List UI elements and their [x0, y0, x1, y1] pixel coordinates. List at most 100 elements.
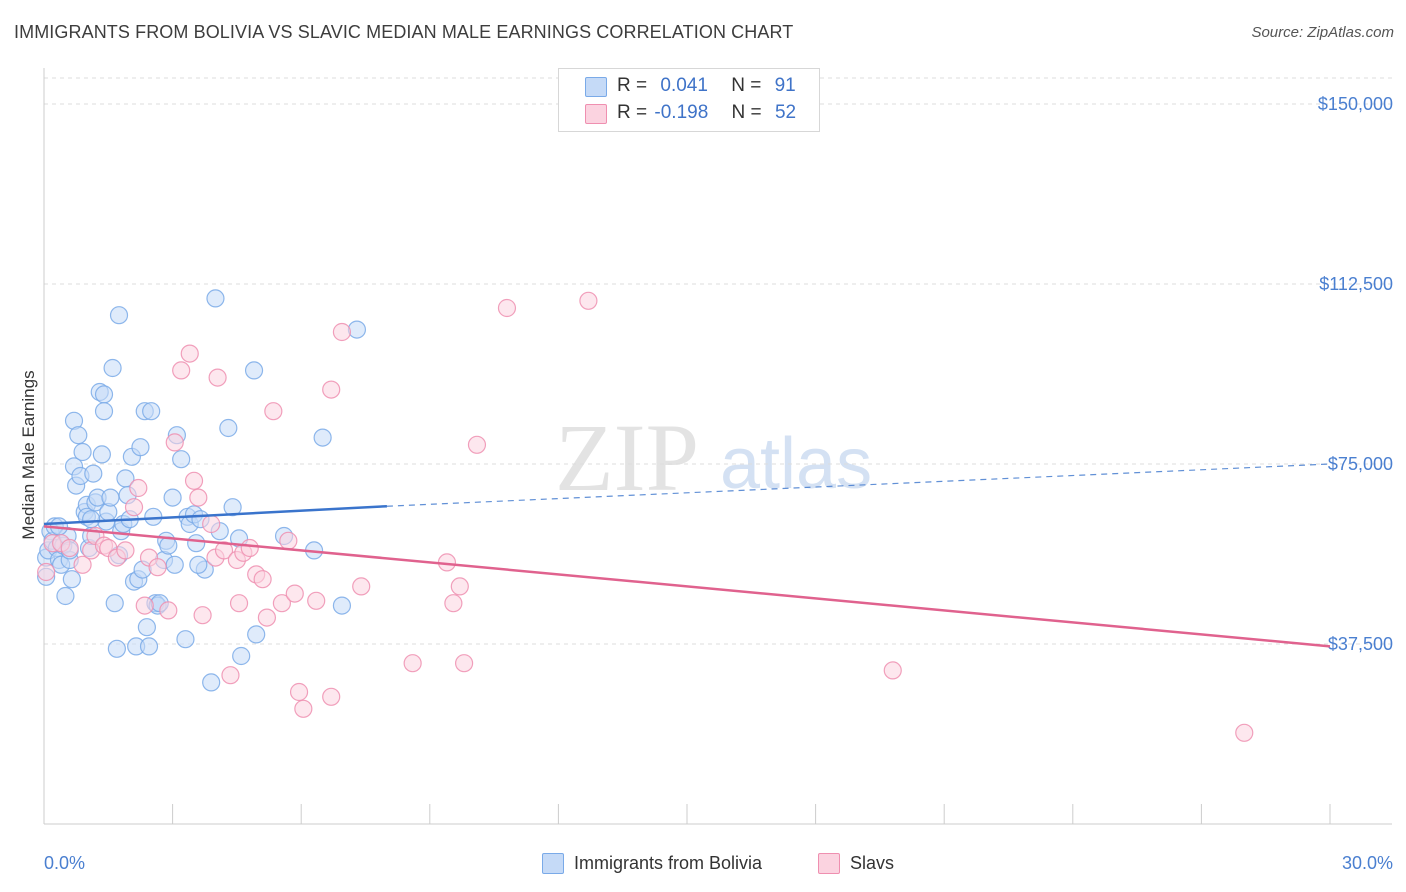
data-point-slavs [253, 570, 272, 589]
data-point-slavs [208, 368, 227, 387]
data-point-slavs [403, 654, 422, 673]
y-tick-label: $75,000 [1328, 454, 1393, 474]
data-point-bolivia [137, 618, 156, 637]
data-point-bolivia [142, 402, 161, 421]
data-point-bolivia [94, 402, 114, 421]
data-points [37, 289, 1254, 742]
bottom-legend-swatch-bolivia [542, 853, 564, 874]
data-point-slavs [322, 380, 341, 399]
data-point-slavs [165, 433, 184, 452]
data-point-slavs [129, 478, 148, 498]
data-point-slavs [184, 471, 204, 490]
trend-line-bolivia-extension [386, 463, 1331, 507]
data-point-slavs [579, 291, 598, 310]
y-tick-label: $150,000 [1318, 94, 1393, 114]
bottom-legend-label-bolivia: Immigrants from Bolivia [574, 853, 763, 873]
data-point-bolivia [94, 385, 114, 404]
data-point-bolivia [189, 555, 208, 574]
data-point-slavs [214, 541, 234, 560]
data-point-slavs [1235, 723, 1254, 742]
trend-line-bolivia [43, 504, 387, 526]
data-point-slavs [116, 541, 135, 560]
data-point-bolivia [332, 596, 352, 615]
data-point-slavs [332, 322, 352, 342]
data-point-bolivia [347, 320, 367, 339]
data-point-bolivia [105, 594, 124, 613]
data-point-bolivia [202, 673, 221, 692]
y-tick-label: $37,500 [1328, 634, 1393, 654]
data-point-bolivia [92, 445, 111, 464]
data-point-bolivia [69, 426, 88, 445]
data-point-slavs [289, 682, 309, 702]
chart-title: IMMIGRANTS FROM BOLIVIA VS SLAVIC MEDIAN… [14, 22, 794, 42]
data-point-slavs [272, 594, 292, 613]
y-axis-title: Median Male Earnings [19, 370, 38, 539]
data-point-slavs [883, 661, 902, 680]
legend-n-label: N = [731, 75, 762, 96]
legend-n-value-slavs: 52 [774, 102, 797, 123]
data-point-bolivia [82, 510, 101, 529]
data-point-slavs [189, 488, 208, 507]
data-point-bolivia [73, 442, 92, 462]
legend-swatch-slavs [585, 104, 607, 124]
x-tick-label: 30.0% [1342, 853, 1393, 873]
legend-n-value-bolivia: 91 [774, 75, 796, 96]
data-point-slavs [467, 435, 487, 454]
data-point-bolivia [62, 570, 81, 589]
data-point-slavs [172, 361, 191, 380]
data-point-slavs [193, 606, 212, 625]
data-point-slavs [264, 402, 283, 421]
data-point-slavs [221, 666, 240, 685]
trend-lines [43, 463, 1331, 648]
watermark-zip: ZIP [555, 404, 699, 511]
data-point-slavs [229, 594, 249, 613]
data-point-slavs [124, 498, 144, 517]
data-point-slavs [37, 562, 56, 582]
data-point-slavs [202, 514, 221, 534]
data-point-bolivia [244, 361, 264, 380]
legend-swatch-bolivia [585, 77, 607, 97]
x-tick-label: 0.0% [44, 853, 85, 873]
data-point-slavs [279, 531, 298, 550]
data-point-bolivia [247, 625, 266, 644]
data-point-bolivia [206, 289, 225, 308]
y-tick-label: $112,500 [1319, 274, 1393, 294]
chart-source: Source: ZipAtlas.com [1251, 24, 1394, 41]
data-point-bolivia [172, 450, 191, 469]
data-point-slavs [135, 596, 154, 615]
data-point-slavs [60, 538, 79, 558]
data-point-slavs [454, 654, 474, 673]
watermark: ZIP atlas [555, 404, 872, 511]
legend-r-label: R = [617, 75, 648, 96]
legend-r-value-slavs: -0.198 [654, 102, 709, 123]
x-tick-labels: 0.0% 30.0% [44, 853, 1393, 873]
data-point-bolivia [219, 418, 238, 438]
legend-r-value-bolivia: 0.041 [660, 75, 708, 96]
data-point-slavs [240, 538, 259, 558]
data-point-slavs [159, 601, 178, 620]
data-point-bolivia [139, 637, 159, 656]
data-point-bolivia [163, 488, 182, 507]
data-point-bolivia [84, 464, 103, 483]
axes [43, 68, 1392, 825]
data-point-bolivia [131, 438, 150, 457]
data-point-bolivia [165, 555, 184, 574]
legend-n-label: N = [731, 102, 762, 123]
data-point-bolivia [107, 639, 126, 658]
legend-r-label: R = [617, 102, 648, 123]
data-point-slavs [257, 608, 277, 627]
correlation-legend: R = 0.041 N = 91 R = -0.198 N = 52 [558, 68, 820, 132]
data-point-bolivia [56, 586, 75, 606]
data-point-bolivia [176, 630, 195, 649]
data-point-slavs [73, 555, 92, 574]
data-point-bolivia [101, 488, 120, 507]
data-point-slavs [148, 558, 167, 577]
bottom-legend-swatch-slavs [818, 853, 840, 874]
data-point-slavs [497, 298, 517, 318]
data-point-bolivia [103, 358, 122, 378]
data-point-slavs [285, 584, 304, 603]
bottom-legend-label-slavs: Slavs [850, 853, 895, 873]
data-point-bolivia [223, 498, 242, 517]
data-point-bolivia [232, 646, 251, 666]
